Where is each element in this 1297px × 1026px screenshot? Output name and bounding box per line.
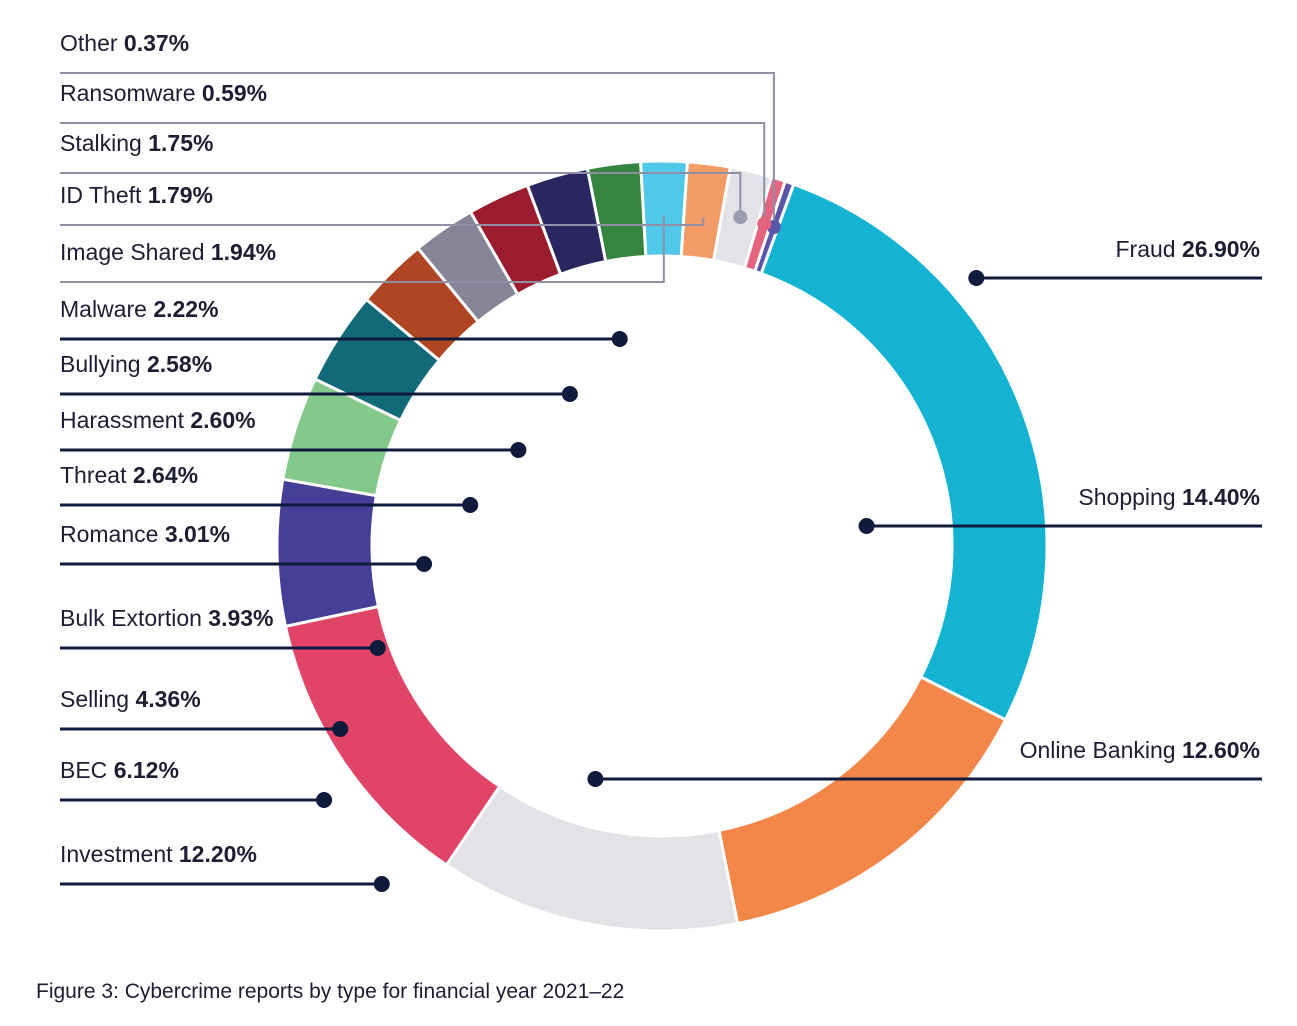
leader-investment [60,876,390,892]
label-name: Investment [60,841,179,867]
label-value: 2.58% [147,351,212,377]
label-online-banking: Online Banking 12.60% [1020,737,1260,763]
leader-malware [60,331,628,347]
label-shopping: Shopping 14.40% [1078,484,1260,510]
label-malware: Malware 2.22% [60,296,219,322]
label-name: Malware [60,296,153,322]
label-value: 1.75% [148,130,213,156]
label-harassment: Harassment 2.60% [60,407,256,433]
label-stalking: Stalking 1.75% [60,130,213,156]
label-name: Bulk Extortion [60,605,208,631]
label-value: 1.94% [211,239,276,265]
figure-caption: Figure 3: Cybercrime reports by type for… [36,980,625,1003]
donut-slices [275,159,1049,933]
label-investment: Investment 12.20% [60,841,257,867]
label-value: 3.93% [208,605,273,631]
slice-bec [275,477,381,629]
leader-image-shared [60,201,671,283]
slice-investment [283,604,502,868]
leader-ransomware [60,122,772,231]
leader-shopping [858,518,1262,534]
label-image-shared: Image Shared 1.94% [60,239,276,265]
label-value: 0.59% [202,80,267,106]
label-value: 12.20% [179,841,257,867]
label-fraud: Fraud 26.90% [1116,236,1261,262]
label-value: 26.90% [1182,236,1260,262]
leader-online-banking [587,771,1262,787]
label-value: 2.22% [153,296,218,322]
label-name: Romance [60,521,165,547]
leader-romance [60,556,433,572]
label-name: Image Shared [60,239,211,265]
leader-stalking [60,172,748,225]
label-value: 3.01% [165,521,230,547]
label-id-theft: ID Theft 1.79% [60,182,213,208]
label-name: Online Banking [1020,737,1182,763]
leader-bulk-extortion [60,640,386,656]
leader-bullying [60,386,578,402]
label-name: Selling [60,686,135,712]
label-name: Fraud [1116,236,1182,262]
label-bec: BEC 6.12% [60,757,179,783]
leader-selling [60,721,349,737]
slice-shopping [717,674,1008,926]
label-value: 4.36% [135,686,200,712]
leader-lines [60,72,1262,892]
label-name: Harassment [60,407,190,433]
label-bullying: Bullying 2.58% [60,351,212,377]
label-name: BEC [60,757,114,783]
label-name: Other [60,30,124,56]
label-value: 2.60% [190,407,255,433]
leader-threat [60,497,479,513]
leader-bec [60,792,333,808]
label-value: 1.79% [148,182,213,208]
label-name: Bullying [60,351,147,377]
leader-id-theft [60,203,711,226]
label-name: Shopping [1078,484,1182,510]
label-name: Ransomware [60,80,202,106]
label-name: ID Theft [60,182,148,208]
label-name: Stalking [60,130,148,156]
leader-fraud [968,270,1262,286]
label-value: 2.64% [133,462,198,488]
label-other: Other 0.37% [60,30,189,56]
label-selling: Selling 4.36% [60,686,201,712]
label-name: Threat [60,462,133,488]
label-threat: Threat 2.64% [60,462,198,488]
leader-harassment [60,442,527,458]
label-value: 6.12% [114,757,179,783]
slice-online-banking [444,784,740,933]
label-value: 12.60% [1182,737,1260,763]
label-ransomware: Ransomware 0.59% [60,80,267,106]
label-bulk-extortion: Bulk Extortion 3.93% [60,605,274,631]
label-romance: Romance 3.01% [60,521,230,547]
slice-fraud [759,182,1049,722]
label-value: 14.40% [1182,484,1260,510]
label-value: 0.37% [124,30,189,56]
slice-labels: Fraud 26.90% Shopping 14.40% Online Bankin… [60,30,1260,867]
